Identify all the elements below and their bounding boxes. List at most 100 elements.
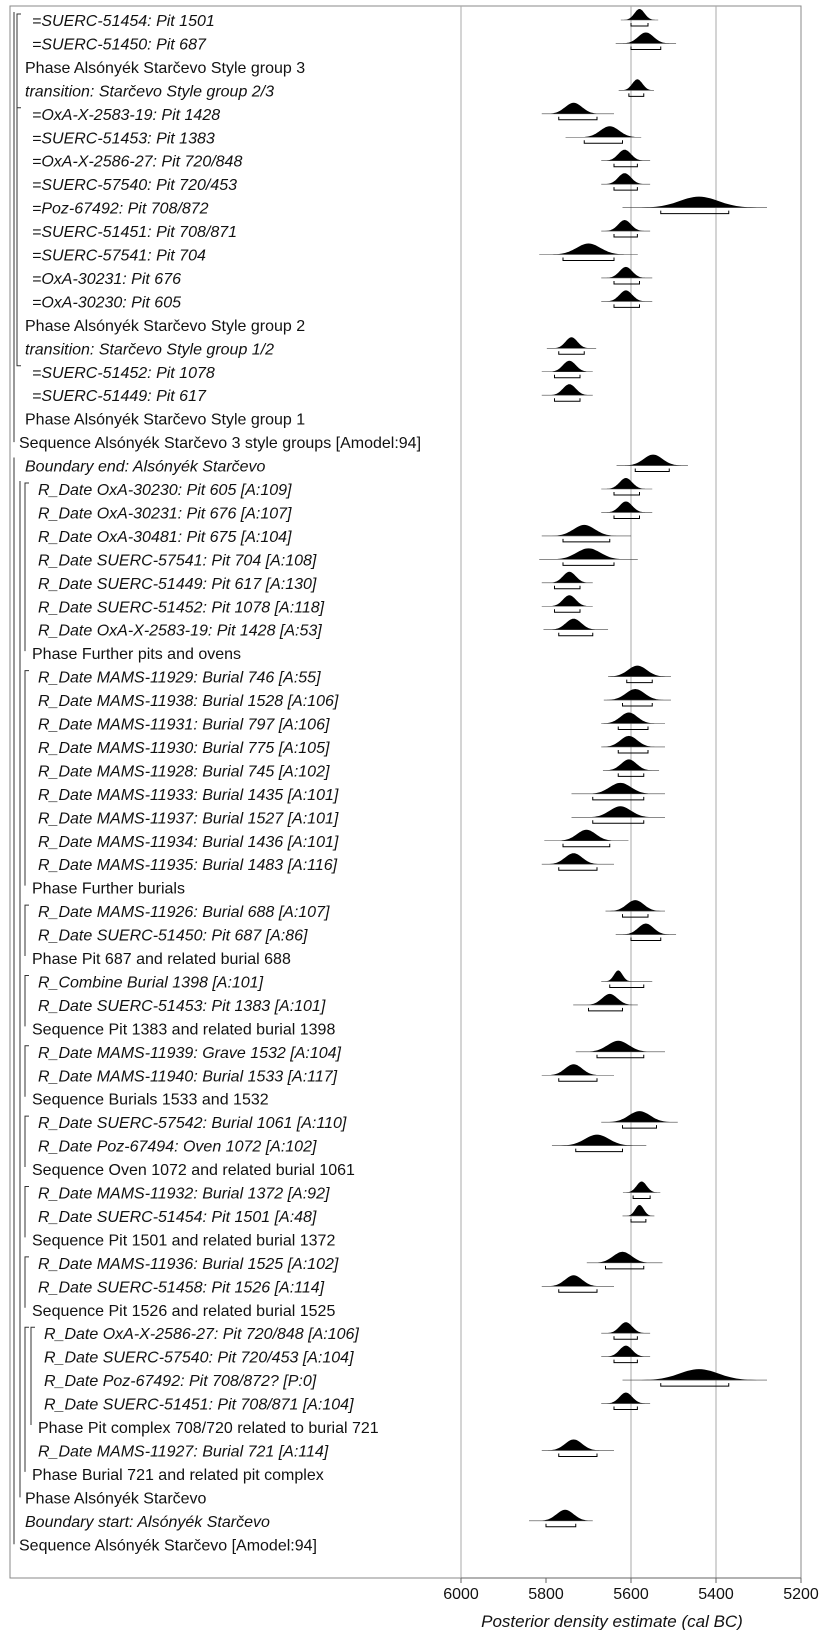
group-bracket	[30, 1326, 35, 1425]
row: R_Date OxA-30230: Pit 605 [A:109]	[38, 478, 653, 499]
posterior-distribution	[607, 1111, 672, 1123]
hpd-range-bracket	[630, 1218, 647, 1223]
group-bracket	[24, 1256, 29, 1308]
hpd-range-bracket	[609, 984, 645, 988]
row: =SUERC-51453: Pit 1383	[32, 126, 642, 147]
hpd-range-bracket	[628, 93, 645, 97]
hpd-range-bracket	[613, 234, 638, 238]
row: Sequence Pit 1383 and related burial 139…	[32, 1021, 335, 1038]
row: R_Date Poz-67492: Pit 708/872? [P:0]	[44, 1369, 767, 1390]
row-label: Phase Alsónyék Starčevo Style group 2	[25, 318, 305, 335]
posterior-distribution	[588, 806, 653, 818]
x-tick-label: 5800	[528, 1586, 564, 1603]
row-label: R_Date OxA-30231: Pit 676 [A:107]	[38, 505, 292, 522]
hpd-range-bracket	[622, 914, 649, 918]
row: =SUERC-51451: Pit 708/871	[32, 220, 651, 241]
group-bracket	[24, 670, 29, 886]
hpd-range-bracket	[630, 23, 649, 27]
posterior-distribution	[626, 1205, 653, 1216]
hpd-range-bracket	[596, 1054, 645, 1059]
row-label: R_Date Poz-67494: Oven 1072 [A:102]	[38, 1139, 317, 1156]
row: R_Date MAMS-11929: Burial 746 [A:55]	[38, 665, 671, 687]
x-tick-label: 5400	[698, 1586, 734, 1603]
hpd-range-bracket	[634, 468, 670, 473]
row: =SUERC-57540: Pit 720/453	[32, 173, 651, 194]
row: =OxA-X-2586-27: Pit 720/848	[32, 149, 651, 171]
row-label: R_Date MAMS-11931: Burial 797 [A:106]	[38, 717, 330, 734]
row: R_Date SUERC-51454: Pit 1501 [A:48]	[38, 1205, 655, 1226]
group-bracket	[24, 1186, 29, 1238]
hpd-range-bracket	[613, 492, 640, 496]
posterior-distribution	[606, 501, 645, 513]
row-label: Sequence Alsónyék Starčevo 3 style group…	[19, 435, 421, 452]
row: transition: Starčevo Style group 2/3	[25, 79, 654, 100]
row-label: Phase Alsónyék Starčevo	[25, 1490, 207, 1507]
hpd-range-bracket	[558, 1078, 598, 1082]
row-label: Phase Alsónyék Starčevo Style group 1	[25, 412, 305, 429]
row-label: R_Date SUERC-51453: Pit 1383 [A:101]	[38, 998, 326, 1015]
posterior-distribution	[548, 1275, 600, 1287]
x-axis-title: Posterior density estimate (cal BC)	[481, 1612, 743, 1630]
posterior-distribution	[605, 970, 631, 982]
row-label: R_Date SUERC-51454: Pit 1501 [A:48]	[38, 1209, 317, 1226]
row-label: R_Date MAMS-11938: Burial 1528 [A:106]	[38, 693, 339, 710]
posterior-distribution	[606, 1345, 645, 1357]
hpd-range-bracket	[554, 585, 581, 590]
group-bracket	[24, 1045, 29, 1097]
row: R_Date SUERC-51452: Pit 1078 [A:118]	[38, 595, 593, 616]
row-label: =SUERC-51453: Pit 1383	[32, 130, 215, 147]
x-tick-label: 5200	[783, 1586, 819, 1603]
hpd-range-bracket	[613, 280, 640, 285]
posterior-distribution	[606, 266, 645, 278]
row-label: R_Date MAMS-11939: Grave 1532 [A:104]	[38, 1045, 342, 1062]
posterior-distribution	[606, 478, 645, 489]
posterior-distribution	[605, 220, 644, 232]
row: =SUERC-51454: Pit 1501	[32, 9, 659, 30]
row-label: R_Date MAMS-11929: Burial 746 [A:55]	[38, 670, 321, 687]
row: =Poz-67492: Pit 708/872	[32, 196, 767, 218]
row-label: Phase Further burials	[32, 881, 185, 898]
x-tick-label: 5600	[613, 1586, 649, 1603]
posterior-distribution	[605, 759, 652, 771]
posterior-distribution	[605, 173, 644, 185]
posterior-distribution	[622, 79, 653, 91]
hpd-range-bracket	[554, 374, 581, 379]
row: =SUERC-51452: Pit 1078	[32, 360, 593, 382]
posterior-distribution	[625, 454, 682, 466]
row: =SUERC-51449: Pit 617	[32, 384, 593, 405]
row: R_Date MAMS-11927: Burial 721 [A:114]	[38, 1439, 614, 1460]
row: R_Date MAMS-11935: Burial 1483 [A:116]	[38, 853, 614, 874]
posterior-distribution	[606, 290, 645, 302]
group-bracket	[16, 107, 21, 323]
row: =OxA-X-2583-19: Pit 1428	[32, 102, 614, 124]
row-label: =SUERC-57540: Pit 720/453	[32, 177, 237, 194]
row: Phase Pit 687 and related burial 688	[32, 951, 291, 968]
hpd-range-bracket	[558, 1453, 598, 1457]
row-label: R_Date MAMS-11926: Burial 688 [A:107]	[38, 904, 330, 921]
posterior-distribution	[624, 9, 655, 20]
x-axis: 6000 5800 5600 5400 5200	[443, 1577, 819, 1603]
row-label: R_Date MAMS-11930: Burial 775 [A:105]	[38, 740, 330, 757]
x-tick-label: 6000	[443, 1586, 479, 1603]
plot-frame	[9, 5, 802, 1579]
row-label: R_Date SUERC-51450: Pit 687 [A:86]	[38, 928, 308, 945]
posterior-distribution	[558, 829, 615, 841]
hpd-range-bracket	[562, 843, 611, 848]
row-label: R_Date SUERC-57540: Pit 720/453 [A:104]	[44, 1350, 354, 1367]
posterior-distribution	[548, 853, 600, 865]
posterior-distribution	[552, 548, 625, 560]
posterior-distribution	[609, 665, 666, 677]
posterior-distribution	[594, 1251, 651, 1263]
row-label: R_Date MAMS-11928: Burial 745 [A:102]	[38, 763, 330, 780]
hpd-range-bracket	[617, 726, 649, 730]
posterior-distribution	[609, 900, 661, 912]
row-label: R_Date MAMS-11936: Burial 1525 [A:102]	[38, 1256, 339, 1273]
hpd-range-bracket	[630, 46, 662, 50]
posterior-distribution	[641, 1369, 757, 1381]
row: R_Date MAMS-11940: Burial 1533 [A:117]	[38, 1064, 614, 1085]
row: Phase Pit complex 708/720 related to bur…	[38, 1420, 379, 1437]
row: R_Date Poz-67494: Oven 1072 [A:102]	[38, 1134, 647, 1156]
row-label: =OxA-30231: Pit 676	[32, 271, 181, 288]
row-label: Phase Further pits and ovens	[32, 646, 241, 663]
row: R_Date MAMS-11932: Burial 1372 [A:92]	[38, 1181, 661, 1203]
